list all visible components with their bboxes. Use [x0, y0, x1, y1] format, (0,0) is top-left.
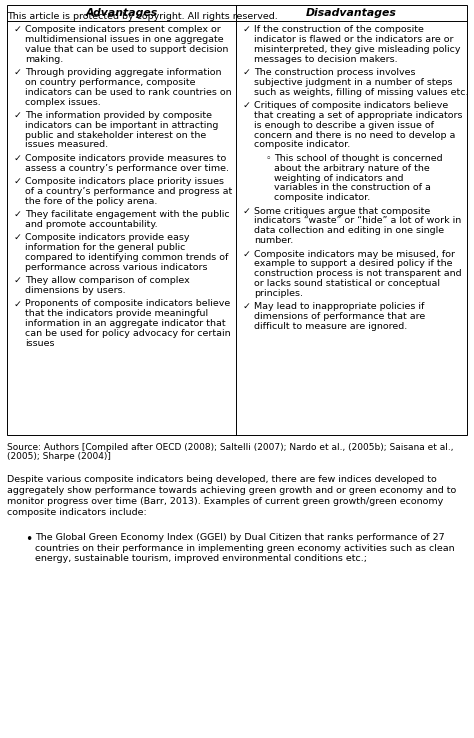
Text: number.: number.	[254, 236, 293, 245]
Text: construction process is not transparent and: construction process is not transparent …	[254, 269, 462, 278]
Text: messages to decision makers.: messages to decision makers.	[254, 55, 398, 63]
Text: assess a country’s performance over time.: assess a country’s performance over time…	[25, 164, 229, 173]
Text: difficult to measure are ignored.: difficult to measure are ignored.	[254, 322, 407, 331]
Text: ✓: ✓	[243, 25, 251, 34]
Text: about the arbitrary nature of the: about the arbitrary nature of the	[274, 164, 430, 173]
Text: Composite indicators provide easy: Composite indicators provide easy	[25, 233, 190, 242]
Text: The Global Green Economy Index (GGEI) by Dual Citizen that ranks performance of : The Global Green Economy Index (GGEI) by…	[35, 533, 445, 542]
Text: ✓: ✓	[14, 154, 22, 163]
Text: The information provided by composite: The information provided by composite	[25, 111, 212, 120]
Text: dimensions by users.: dimensions by users.	[25, 286, 126, 295]
Text: of a country’s performance and progress at: of a country’s performance and progress …	[25, 187, 232, 196]
Text: information in an aggregate indicator that: information in an aggregate indicator th…	[25, 320, 226, 328]
Text: ✓: ✓	[243, 249, 251, 258]
Text: If the construction of the composite: If the construction of the composite	[254, 25, 424, 34]
Text: Composite indicators place priority issues: Composite indicators place priority issu…	[25, 177, 224, 186]
Text: public and stakeholder interest on the: public and stakeholder interest on the	[25, 131, 206, 139]
Text: that the indicators provide meaningful: that the indicators provide meaningful	[25, 309, 208, 318]
Text: issues: issues	[25, 339, 55, 348]
Text: Composite indicators present complex or: Composite indicators present complex or	[25, 25, 221, 34]
Text: aggregately show performance towards achieving green growth and or green economy: aggregately show performance towards ach…	[7, 486, 456, 495]
Text: Despite various composite indicators being developed, there are few indices deve: Despite various composite indicators bei…	[7, 475, 437, 484]
Text: Some critiques argue that composite: Some critiques argue that composite	[254, 207, 430, 215]
Text: concern and there is no need to develop a: concern and there is no need to develop …	[254, 131, 456, 139]
Text: principles.: principles.	[254, 289, 303, 298]
Bar	[7, 5, 467, 435]
Text: indicators “waste” or “hide” a lot of work in: indicators “waste” or “hide” a lot of wo…	[254, 216, 461, 226]
Text: May lead to inappropriate policies if: May lead to inappropriate policies if	[254, 303, 424, 311]
Text: ✓: ✓	[243, 101, 251, 110]
Text: can be used for policy advocacy for certain: can be used for policy advocacy for cert…	[25, 329, 231, 338]
Text: composite indicators include:: composite indicators include:	[7, 508, 147, 517]
Text: ✓: ✓	[14, 68, 22, 77]
Text: performance across various indicators: performance across various indicators	[25, 263, 208, 272]
Text: Composite indicators may be misused, for: Composite indicators may be misused, for	[254, 249, 455, 258]
Text: energy, sustainable tourism, improved environmental conditions etc.;: energy, sustainable tourism, improved en…	[35, 554, 367, 564]
Text: Critiques of composite indicators believe: Critiques of composite indicators believ…	[254, 101, 448, 110]
Text: multidimensional issues in one aggregate: multidimensional issues in one aggregate	[25, 35, 224, 44]
Text: ✓: ✓	[14, 210, 22, 219]
Text: Source: Authors [Compiled after OECD (2008); Saltelli (2007); Nardo et al., (200: Source: Authors [Compiled after OECD (20…	[7, 443, 454, 452]
Text: countries on their performance in implementing green economy activities such as : countries on their performance in implem…	[35, 544, 455, 553]
Text: indicators can be important in attracting: indicators can be important in attractin…	[25, 121, 219, 130]
Text: ✓: ✓	[243, 207, 251, 215]
Text: monitor progress over time (Barr, 2013). Examples of current green growth/green : monitor progress over time (Barr, 2013).…	[7, 497, 443, 506]
Text: ✓: ✓	[243, 68, 251, 77]
Text: This article is protected by copyright. All rights reserved.: This article is protected by copyright. …	[7, 12, 278, 21]
Text: data collection and editing in one single: data collection and editing in one singl…	[254, 227, 444, 235]
Text: is enough to describe a given issue of: is enough to describe a given issue of	[254, 121, 434, 130]
Text: on country performance, composite: on country performance, composite	[25, 77, 195, 87]
Text: Composite indicators provide measures to: Composite indicators provide measures to	[25, 154, 226, 163]
Text: complex issues.: complex issues.	[25, 97, 101, 106]
Text: or lacks sound statistical or conceptual: or lacks sound statistical or conceptual	[254, 279, 440, 288]
Text: indicator is flawed or the indicators are or: indicator is flawed or the indicators ar…	[254, 35, 454, 44]
Text: Advantages: Advantages	[85, 8, 158, 18]
Text: compared to identifying common trends of: compared to identifying common trends of	[25, 253, 228, 262]
Text: composite indicator.: composite indicator.	[274, 193, 370, 202]
Text: indicators can be used to rank countries on: indicators can be used to rank countries…	[25, 88, 232, 97]
Text: such as weights, filling of missing values etc.: such as weights, filling of missing valu…	[254, 88, 468, 97]
Text: and promote accountability.: and promote accountability.	[25, 220, 158, 229]
Text: information for the general public: information for the general public	[25, 244, 185, 252]
Text: They allow comparison of complex: They allow comparison of complex	[25, 276, 190, 286]
Text: ✓: ✓	[14, 177, 22, 186]
Text: composite indicator.: composite indicator.	[254, 140, 350, 150]
Text: Disadvantages: Disadvantages	[306, 8, 397, 18]
Text: misinterpreted, they give misleading policy: misinterpreted, they give misleading pol…	[254, 45, 461, 54]
Text: subjective judgment in a number of steps: subjective judgment in a number of steps	[254, 77, 453, 87]
Text: issues measured.: issues measured.	[25, 140, 108, 150]
Text: value that can be used to support decision: value that can be used to support decisi…	[25, 45, 228, 54]
Text: variables in the construction of a: variables in the construction of a	[274, 184, 431, 193]
Text: The construction process involves: The construction process involves	[254, 68, 416, 77]
Text: Through providing aggregate information: Through providing aggregate information	[25, 68, 221, 77]
Text: ✓: ✓	[14, 233, 22, 242]
Text: ✓: ✓	[14, 111, 22, 120]
Text: example to support a desired policy if the: example to support a desired policy if t…	[254, 260, 453, 269]
Text: They facilitate engagement with the public: They facilitate engagement with the publ…	[25, 210, 229, 219]
Text: that creating a set of appropriate indicators: that creating a set of appropriate indic…	[254, 111, 463, 120]
Text: dimensions of performance that are: dimensions of performance that are	[254, 312, 425, 321]
Text: ✓: ✓	[243, 303, 251, 311]
Text: This school of thought is concerned: This school of thought is concerned	[274, 154, 443, 163]
Text: Proponents of composite indicators believe: Proponents of composite indicators belie…	[25, 300, 230, 308]
Text: the fore of the policy arena.: the fore of the policy arena.	[25, 197, 157, 206]
Text: ✓: ✓	[14, 300, 22, 308]
Text: (2005); Sharpe (2004)]: (2005); Sharpe (2004)]	[7, 452, 111, 461]
Text: making.: making.	[25, 55, 63, 63]
Text: weighting of indicators and: weighting of indicators and	[274, 173, 403, 182]
Text: ◦: ◦	[266, 154, 272, 163]
Text: ✓: ✓	[14, 276, 22, 286]
Text: •: •	[25, 533, 32, 545]
Text: ✓: ✓	[14, 25, 22, 34]
